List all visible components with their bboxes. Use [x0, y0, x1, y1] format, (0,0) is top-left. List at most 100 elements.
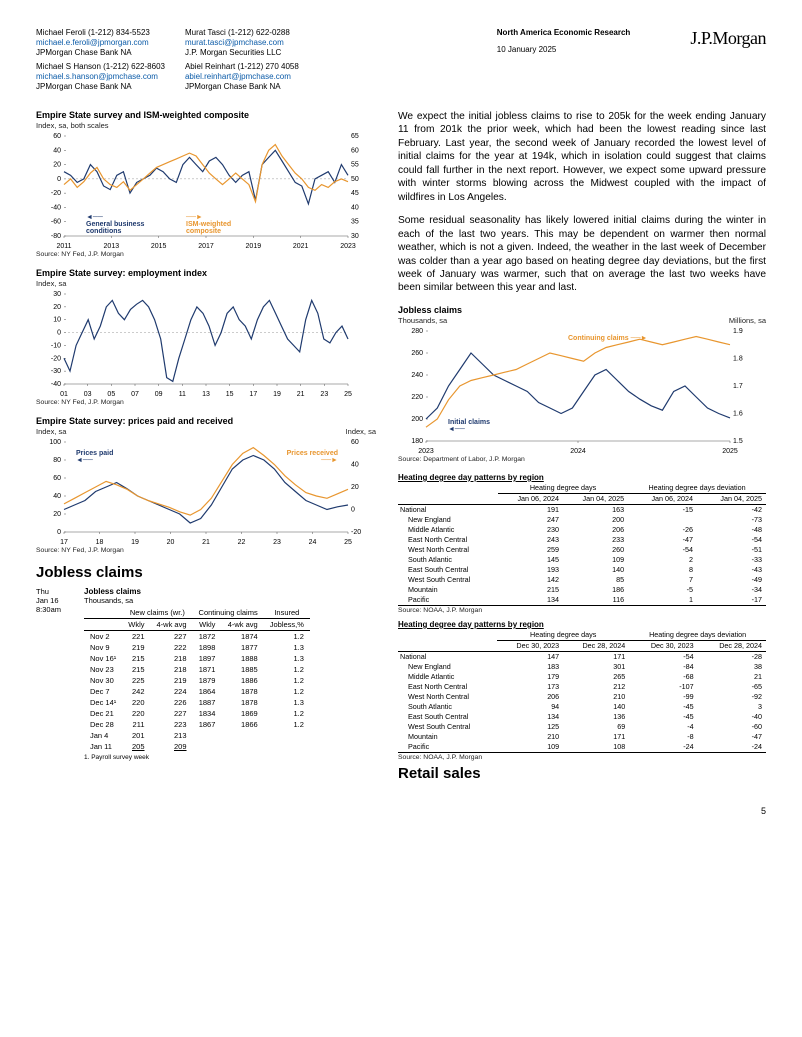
chart1-title: Empire State survey and ISM-weighted com…	[36, 110, 376, 120]
chart1-sub: Index, sa, both scales	[36, 121, 376, 130]
page-number: 5	[36, 806, 766, 816]
contact-org: JPMorgan Chase Bank NA	[36, 82, 165, 92]
svg-text:-60: -60	[51, 219, 61, 226]
jc-time: 8:30am	[36, 605, 76, 614]
table-row: Dec 14¹220226188718781.3	[84, 697, 310, 708]
contact-email: abiel.reinhart@jpmchase.com	[185, 72, 299, 82]
hddB-source: Source: NOAA, J.P. Morgan	[398, 754, 766, 761]
retail-heading: Retail sales	[398, 765, 766, 782]
contact-name: Abiel Reinhart (1-212) 270 4058	[185, 62, 299, 72]
svg-text:-80: -80	[51, 233, 61, 240]
chart4-sub-l: Thousands, sa	[398, 316, 447, 325]
chart4-sub-r: Millions, sa	[729, 316, 766, 325]
doc-date: 10 January 2025	[497, 45, 631, 54]
svg-text:40: 40	[351, 462, 359, 469]
svg-text:-40: -40	[51, 381, 61, 388]
svg-text:2021: 2021	[293, 243, 309, 250]
chart3-source: Source: NY Fed, J.P. Morgan	[36, 547, 376, 554]
svg-text:13: 13	[202, 391, 210, 398]
svg-text:50: 50	[351, 176, 359, 183]
hddA-title: Heating degree day patterns by region	[398, 473, 766, 482]
svg-text:23: 23	[273, 539, 281, 546]
svg-text:20: 20	[53, 511, 61, 518]
table-row: West South Central12569-4-60	[398, 722, 766, 732]
svg-text:280: 280	[411, 328, 423, 335]
svg-text:1.5: 1.5	[733, 438, 743, 445]
svg-text:18: 18	[96, 539, 104, 546]
svg-text:60: 60	[53, 475, 61, 482]
contact-email: michael.s.hanson@jpmchase.com	[36, 72, 165, 82]
jc-meta: Thu Jan 16 8:30am	[36, 587, 76, 614]
svg-text:11: 11	[179, 391, 186, 398]
jc-footnote: 1. Payroll survey week	[84, 754, 310, 761]
svg-text:17: 17	[60, 539, 68, 546]
table-row: National191163-15-42	[398, 504, 766, 515]
svg-text:17: 17	[249, 391, 257, 398]
table-row: New England247200-73	[398, 515, 766, 525]
svg-text:220: 220	[411, 394, 423, 401]
svg-text:2025: 2025	[722, 448, 738, 455]
svg-text:19: 19	[131, 539, 139, 546]
table-row: Nov 9219222189818771.3	[84, 642, 310, 653]
svg-text:30: 30	[351, 233, 359, 240]
svg-text:60: 60	[351, 147, 359, 154]
table-row: East North Central243233-47-54	[398, 535, 766, 545]
svg-text:-20: -20	[51, 190, 61, 197]
svg-text:40: 40	[53, 147, 61, 154]
svg-text:2015: 2015	[151, 243, 167, 250]
table-row: Dec 21220227183418691.2	[84, 708, 310, 719]
svg-text:40: 40	[351, 204, 359, 211]
svg-text:20: 20	[351, 484, 359, 491]
svg-text:15: 15	[226, 391, 234, 398]
table-row: West North Central259260-54-51	[398, 545, 766, 555]
svg-text:60: 60	[351, 439, 359, 446]
chart3: 020406080100-200204060171819202122232425…	[36, 438, 376, 546]
jobless-heading: Jobless claims	[36, 564, 376, 581]
svg-text:30: 30	[53, 291, 61, 298]
table-row: West North Central206210-99-92	[398, 692, 766, 702]
svg-text:19: 19	[273, 391, 281, 398]
chart1: -80-60-40-200204060303540455055606520112…	[36, 132, 376, 250]
contact-email: murat.tasci@jpmchase.com	[185, 38, 299, 48]
contact-org: J.P. Morgan Securities LLC	[185, 48, 299, 58]
svg-text:20: 20	[53, 162, 61, 169]
table-row: East South Central1931408-43	[398, 565, 766, 575]
table-row: Jan 4201213	[84, 730, 310, 741]
jc-title: Jobless claims	[84, 587, 310, 596]
svg-text:22: 22	[238, 539, 246, 546]
svg-text:80: 80	[53, 457, 61, 464]
para1: We expect the initial jobless claims to …	[398, 110, 766, 204]
svg-text:1.7: 1.7	[733, 383, 743, 390]
table-row: South Atlantic94140-453	[398, 702, 766, 712]
jc-date: Jan 16	[36, 596, 76, 605]
svg-text:-40: -40	[51, 204, 61, 211]
table-row: National147171-54-28	[398, 651, 766, 662]
chart2: -40-30-20-100102030010305070911131517192…	[36, 290, 376, 398]
para2: Some residual seasonality has likely low…	[398, 214, 766, 295]
table-row: South Atlantic1451092-33	[398, 555, 766, 565]
table-row: New England183301-8438	[398, 662, 766, 672]
svg-text:2019: 2019	[246, 243, 262, 250]
contact-email: michael.e.feroli@jpmorgan.com	[36, 38, 165, 48]
chart2-title: Empire State survey: employment index	[36, 268, 376, 278]
contact-name: Murat Tasci (1-212) 622-0288	[185, 28, 299, 38]
chart1-source: Source: NY Fed, J.P. Morgan	[36, 251, 376, 258]
svg-text:24: 24	[309, 539, 317, 546]
svg-text:2023: 2023	[340, 243, 356, 250]
svg-text:0: 0	[57, 176, 61, 183]
chart3-sub-l: Index, sa	[36, 427, 66, 436]
contact-org: JPMorgan Chase Bank NA	[185, 82, 299, 92]
svg-text:2024: 2024	[570, 448, 586, 455]
table-row: Dec 7242224186418781.2	[84, 686, 310, 697]
svg-text:05: 05	[107, 391, 115, 398]
jpmorgan-logo: J.P.Morgan	[690, 28, 766, 49]
table-row: Nov 2221227187218741.2	[84, 631, 310, 643]
svg-text:0: 0	[57, 529, 61, 536]
svg-text:0: 0	[57, 330, 61, 337]
svg-text:100: 100	[49, 439, 61, 446]
doc-meta: North America Economic Research 10 Janua…	[497, 28, 631, 54]
table-row: Middle Atlantic230206-26-48	[398, 525, 766, 535]
contact-org: JPMorgan Chase Bank NA	[36, 48, 165, 58]
svg-text:10: 10	[53, 317, 61, 324]
jc-day: Thu	[36, 587, 76, 596]
